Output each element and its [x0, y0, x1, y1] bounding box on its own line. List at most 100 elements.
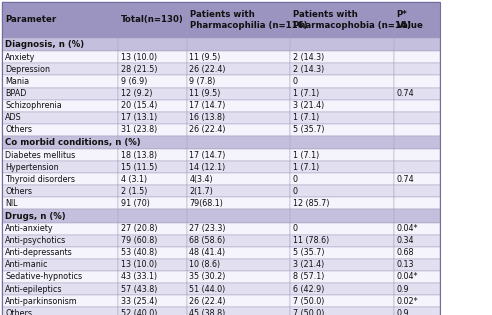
Bar [290, 247, 394, 259]
Text: 26 (22.4): 26 (22.4) [189, 65, 226, 74]
Bar [394, 271, 440, 283]
Text: Others: Others [5, 187, 32, 196]
Text: Parameter: Parameter [5, 15, 57, 24]
Bar [187, 149, 290, 161]
Bar [118, 235, 187, 247]
Bar [2, 271, 118, 283]
Text: 0.04*: 0.04* [396, 272, 418, 281]
Text: 0: 0 [293, 187, 298, 196]
Text: 27 (23.3): 27 (23.3) [189, 224, 226, 233]
Text: 17 (14.7): 17 (14.7) [189, 151, 226, 160]
Bar [290, 283, 394, 295]
Text: 0: 0 [293, 224, 298, 233]
Bar [118, 2, 187, 38]
Text: 6 (42.9): 6 (42.9) [293, 284, 324, 294]
Bar [394, 88, 440, 100]
Bar [187, 295, 290, 307]
Text: ADS: ADS [5, 113, 22, 122]
Text: 48 (41.4): 48 (41.4) [189, 248, 225, 257]
Bar [2, 173, 118, 185]
Text: 0.74: 0.74 [396, 175, 414, 184]
Text: 0.68: 0.68 [396, 248, 414, 257]
Text: Schizophrenia: Schizophrenia [5, 101, 62, 110]
Bar [290, 88, 394, 100]
Text: Anxiety: Anxiety [5, 53, 36, 62]
Bar [118, 124, 187, 136]
Text: Hypertension: Hypertension [5, 163, 59, 172]
Bar [2, 88, 118, 100]
Text: 13 (10.0): 13 (10.0) [121, 53, 156, 62]
Text: 11 (78.6): 11 (78.6) [293, 236, 329, 245]
Bar [290, 235, 394, 247]
Bar [118, 283, 187, 295]
Bar [290, 223, 394, 235]
Bar [290, 271, 394, 283]
Bar [394, 223, 440, 235]
Bar [2, 247, 118, 259]
Text: Others: Others [5, 309, 32, 315]
Text: 45 (38.8): 45 (38.8) [189, 309, 226, 315]
Bar [2, 161, 118, 173]
Bar [2, 38, 440, 51]
Bar [394, 247, 440, 259]
Bar [118, 223, 187, 235]
Bar [394, 283, 440, 295]
Bar [394, 259, 440, 271]
Text: Total(n=130): Total(n=130) [121, 15, 184, 24]
Text: 27 (20.8): 27 (20.8) [121, 224, 157, 233]
Text: 17 (14.7): 17 (14.7) [189, 101, 226, 110]
Text: 1 (7.1): 1 (7.1) [293, 113, 319, 122]
Text: 11 (9.5): 11 (9.5) [189, 53, 221, 62]
Bar [187, 112, 290, 124]
Text: Co morbid conditions, n (%): Co morbid conditions, n (%) [5, 138, 141, 147]
Text: 5 (35.7): 5 (35.7) [293, 125, 324, 134]
Bar [118, 51, 187, 63]
Bar [118, 197, 187, 209]
Text: 26 (22.4): 26 (22.4) [189, 125, 226, 134]
Bar [2, 2, 440, 315]
Bar [118, 173, 187, 185]
Bar [2, 100, 118, 112]
Bar [2, 124, 118, 136]
Bar [2, 63, 118, 76]
Text: 8 (57.1): 8 (57.1) [293, 272, 324, 281]
Bar [118, 100, 187, 112]
Bar [2, 223, 118, 235]
Bar [2, 283, 118, 295]
Bar [2, 149, 118, 161]
Bar [394, 307, 440, 315]
Bar [2, 235, 118, 247]
Text: 7 (50.0): 7 (50.0) [293, 309, 324, 315]
Text: 51 (44.0): 51 (44.0) [189, 284, 226, 294]
Text: Anti-anxiety: Anti-anxiety [5, 224, 54, 233]
Text: 3 (21.4): 3 (21.4) [293, 261, 324, 269]
Bar [187, 271, 290, 283]
Bar [394, 63, 440, 76]
Text: 0.13: 0.13 [396, 261, 414, 269]
Text: 10 (8.6): 10 (8.6) [189, 261, 220, 269]
Bar [290, 112, 394, 124]
Bar [2, 295, 118, 307]
Bar [394, 173, 440, 185]
Bar [118, 185, 187, 197]
Bar [2, 112, 118, 124]
Bar [187, 197, 290, 209]
Text: 1 (7.1): 1 (7.1) [293, 163, 319, 172]
Text: Anti-manic: Anti-manic [5, 261, 49, 269]
Bar [187, 223, 290, 235]
Bar [394, 76, 440, 88]
Bar [394, 161, 440, 173]
Text: Anti-depressants: Anti-depressants [5, 248, 73, 257]
Text: 5 (35.7): 5 (35.7) [293, 248, 324, 257]
Text: Diabetes mellitus: Diabetes mellitus [5, 151, 76, 160]
Text: 52 (40.0): 52 (40.0) [121, 309, 157, 315]
Bar [394, 295, 440, 307]
Bar [2, 209, 440, 223]
Text: 35 (30.2): 35 (30.2) [189, 272, 226, 281]
Text: 4(3.4): 4(3.4) [189, 175, 213, 184]
Bar [290, 173, 394, 185]
Text: 43 (33.1): 43 (33.1) [121, 272, 156, 281]
Text: Anti-psychotics: Anti-psychotics [5, 236, 66, 245]
Text: 26 (22.4): 26 (22.4) [189, 297, 226, 306]
Text: 0.9: 0.9 [396, 284, 409, 294]
